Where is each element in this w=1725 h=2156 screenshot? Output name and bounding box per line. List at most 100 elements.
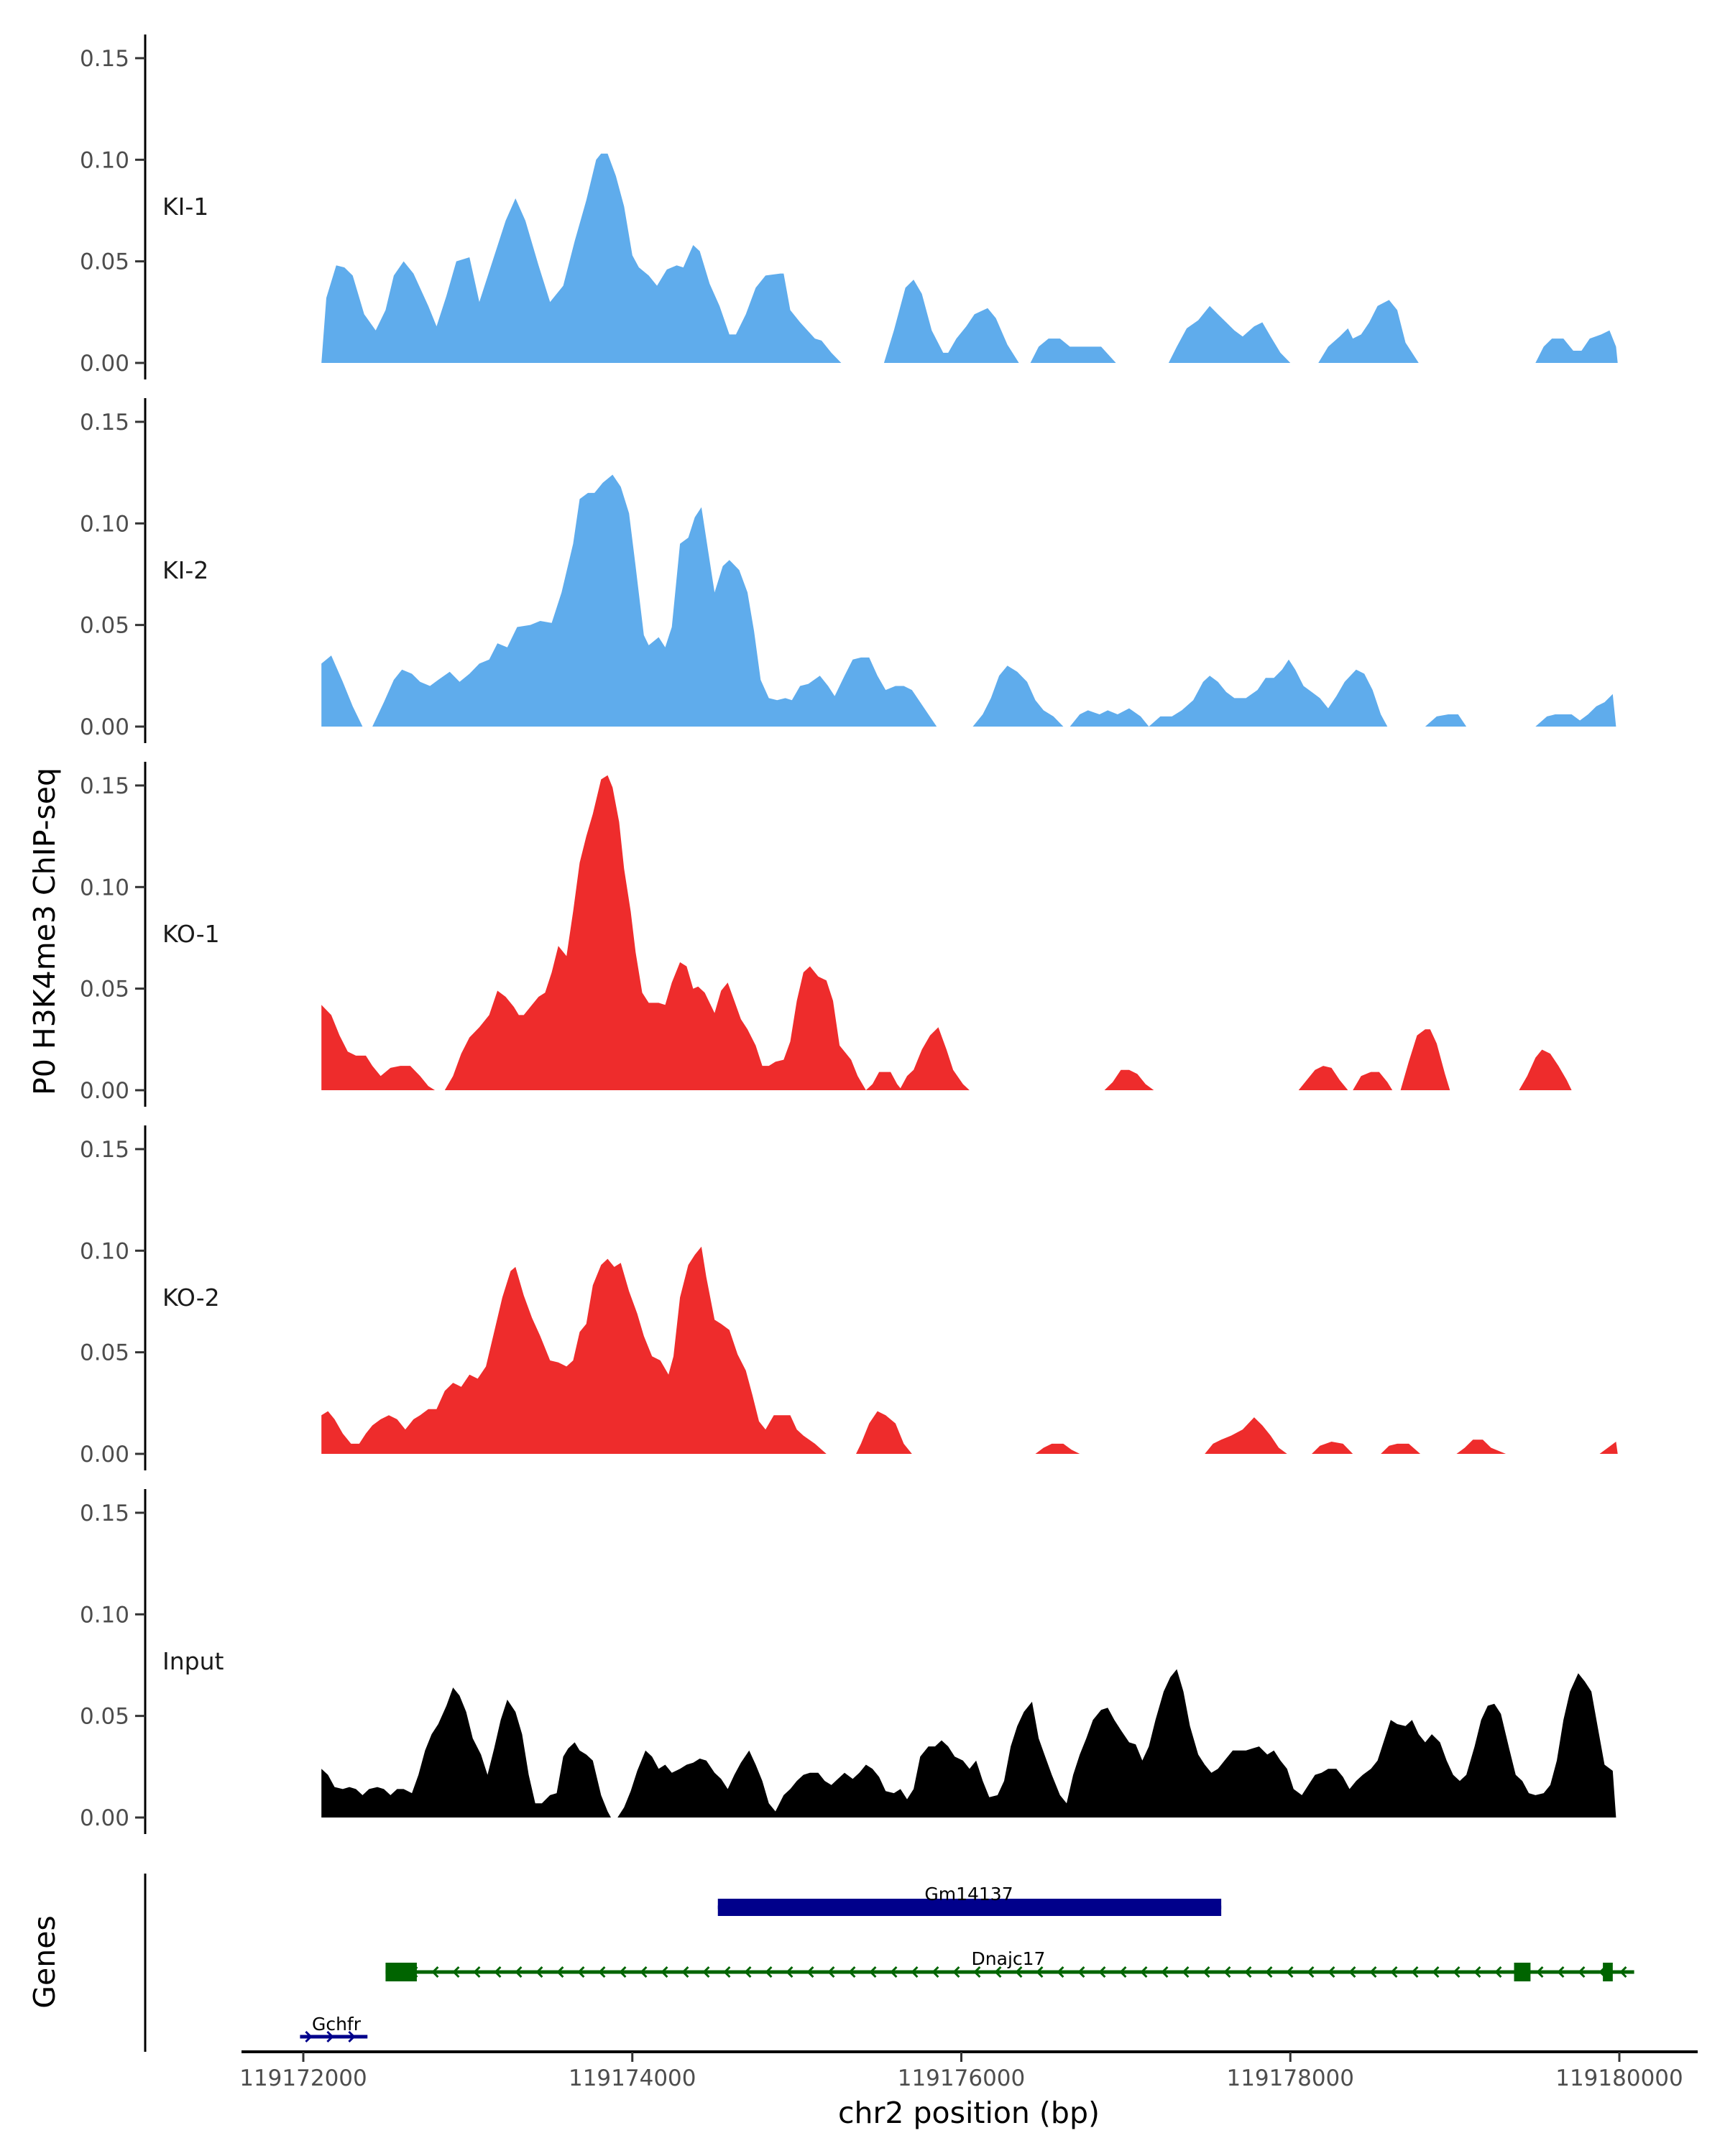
strand-left-arrow-icon (598, 1966, 606, 1978)
x-axis: 119172000 119174000 119176000 119178000 1191… (239, 2050, 1698, 2091)
track-panel-ki-2: 0.00 0.05 0.10 0.15 KI-2 (80, 398, 1616, 743)
strand-right-arrow-icon (868, 1901, 876, 1914)
coverage-area (321, 474, 1616, 727)
strand-left-arrow-icon (681, 1966, 689, 1978)
strand-left-arrow-icon (806, 1966, 814, 1978)
strand-left-arrow-icon (723, 1966, 731, 1978)
strand-left-arrow-icon (452, 1966, 460, 1978)
strand-left-arrow-icon (1453, 1966, 1460, 1978)
gene-exon (1514, 1963, 1531, 1981)
strand-right-arrow-icon (931, 1901, 939, 1914)
y-tick-label: 0.00 (80, 1078, 129, 1104)
y-tick-label: 0.00 (80, 351, 129, 377)
strand-left-arrow-icon (515, 1966, 523, 1978)
strand-left-arrow-icon (1390, 1966, 1398, 1978)
track-label: KO-1 (162, 920, 220, 948)
strand-right-arrow-icon (305, 2030, 313, 2043)
gene-label: Gm14137 (924, 1884, 1013, 1904)
gene-exon (1603, 1963, 1613, 1981)
strand-left-arrow-icon (1265, 1966, 1273, 1978)
y-tick-label: 0.00 (80, 1805, 129, 1831)
strand-right-arrow-icon (1035, 1901, 1043, 1914)
strand-left-arrow-icon (1307, 1966, 1315, 1978)
strand-left-arrow-icon (1036, 1966, 1044, 1978)
gene-gm14137: Gm14137 (717, 1884, 1222, 1916)
strand-right-arrow-icon (1202, 1901, 1210, 1914)
y-tick-label: 0.05 (80, 249, 129, 275)
x-tick-label: 119180000 (1555, 2065, 1683, 2091)
strand-left-arrow-icon (1473, 1966, 1481, 1978)
strand-left-arrow-icon (535, 1966, 543, 1978)
strand-left-arrow-icon (1598, 1966, 1606, 1978)
track-panel-input: 0.00 0.05 0.10 0.15 Input (80, 1489, 1616, 1834)
strand-right-arrow-icon (1056, 1901, 1064, 1914)
strand-left-arrow-icon (1202, 1966, 1210, 1978)
strand-right-arrow-icon (952, 1901, 960, 1914)
y-tick-label: 0.10 (80, 1602, 129, 1628)
y-axis-title: P0 H3K4me3 ChIP-seq (27, 768, 62, 1095)
strand-left-arrow-icon (1077, 1966, 1085, 1978)
track-label: Input (162, 1647, 224, 1675)
genes-track: Genes Gm14137 Dnajc17 Gchfr (27, 1874, 1634, 2052)
strand-left-arrow-icon (932, 1966, 939, 1978)
track-panel-ki-1: 0.00 0.05 0.10 0.15 KI-1 (80, 34, 1618, 379)
strand-right-arrow-icon (972, 1901, 980, 1914)
strand-left-arrow-icon (765, 1966, 773, 1978)
y-tick-label: 0.05 (80, 1340, 129, 1366)
coverage-panels: 0.00 0.05 0.10 0.15 KI-1 0.00 0.05 0.10 0.15 KI-2… (80, 34, 1618, 1834)
y-tick-label: 0.15 (80, 1137, 129, 1163)
strand-right-arrow-icon (910, 1901, 918, 1914)
strand-right-arrow-icon (1181, 1901, 1189, 1914)
strand-left-arrow-icon (410, 1966, 418, 1978)
strand-left-arrow-icon (390, 1966, 397, 1978)
strand-left-arrow-icon (1140, 1966, 1148, 1978)
strand-right-arrow-icon (1098, 1901, 1105, 1914)
coverage-area (321, 153, 1618, 364)
strand-left-arrow-icon (577, 1966, 585, 1978)
strand-left-arrow-icon (1119, 1966, 1127, 1978)
track-panel-ko-2: 0.00 0.05 0.10 0.15 KO-2 (80, 1125, 1618, 1470)
y-tick-label: 0.15 (80, 46, 129, 72)
strand-right-arrow-icon (743, 1901, 751, 1914)
strand-left-arrow-icon (1286, 1966, 1294, 1978)
track-label: KO-2 (162, 1284, 220, 1312)
gene-label: Gchfr (312, 2014, 362, 2035)
strand-left-arrow-icon (1411, 1966, 1419, 1978)
gene-dnajc17: Dnajc17 (385, 1948, 1634, 1981)
strand-left-arrow-icon (1432, 1966, 1440, 1978)
strand-right-arrow-icon (889, 1901, 897, 1914)
y-tick-label: 0.05 (80, 1704, 129, 1730)
strand-right-arrow-icon (1077, 1901, 1085, 1914)
strand-left-arrow-icon (911, 1966, 919, 1978)
strand-right-arrow-icon (993, 1901, 1001, 1914)
gene-label: Dnajc17 (972, 1948, 1046, 1969)
strand-left-arrow-icon (973, 1966, 981, 1978)
track-label: KI-2 (162, 556, 208, 584)
track-label: KI-1 (162, 193, 208, 221)
strand-right-arrow-icon (1139, 1901, 1147, 1914)
coverage-area (321, 1246, 1618, 1454)
strand-left-arrow-icon (890, 1966, 898, 1978)
y-tick-label: 0.10 (80, 147, 129, 173)
strand-left-arrow-icon (1369, 1966, 1377, 1978)
strand-left-arrow-icon (661, 1966, 668, 1978)
strand-right-arrow-icon (326, 2030, 334, 2043)
strand-left-arrow-icon (1328, 1966, 1335, 1978)
strand-left-arrow-icon (1244, 1966, 1252, 1978)
gene-exon (717, 1899, 1222, 1916)
strand-right-arrow-icon (806, 1901, 814, 1914)
strand-left-arrow-icon (869, 1966, 877, 1978)
y-tick-label: 0.10 (80, 875, 129, 900)
strand-left-arrow-icon (1098, 1966, 1106, 1978)
x-tick-label: 119172000 (239, 2065, 367, 2091)
strand-right-arrow-icon (785, 1901, 793, 1914)
coverage-area (321, 1669, 1616, 1818)
y-tick-label: 0.00 (80, 714, 129, 740)
y-tick-label: 0.15 (80, 773, 129, 799)
y-tick-label: 0.15 (80, 1501, 129, 1526)
y-tick-label: 0.05 (80, 977, 129, 1003)
strand-left-arrow-icon (786, 1966, 794, 1978)
strand-left-arrow-icon (640, 1966, 648, 1978)
strand-left-arrow-icon (1515, 1966, 1523, 1978)
